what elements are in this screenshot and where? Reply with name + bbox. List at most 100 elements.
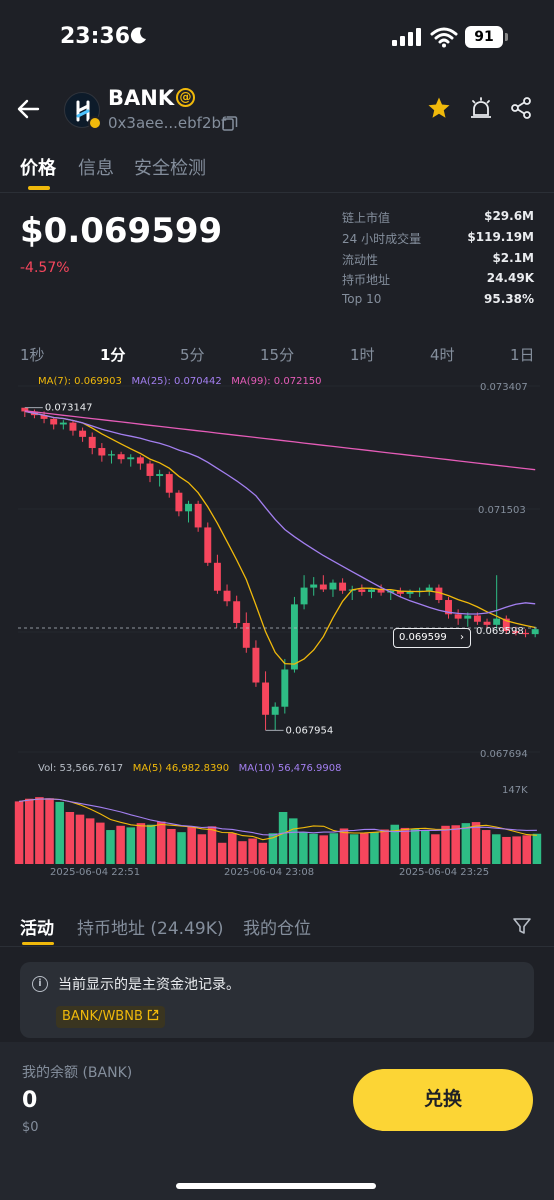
candle-body <box>531 629 539 635</box>
alert-icon[interactable] <box>469 96 493 120</box>
volume-bar <box>217 842 227 864</box>
candle-body <box>396 590 404 594</box>
candle-body <box>281 669 289 707</box>
candle-body <box>445 600 452 615</box>
candle-body <box>98 448 106 456</box>
timeframe-1s[interactable]: 1秒 <box>20 346 45 364</box>
volume-bar <box>136 823 146 864</box>
stat-value-holders: 24.49K <box>486 271 534 285</box>
external-link-icon <box>147 1009 159 1021</box>
ma7-line <box>24 410 536 665</box>
candle-body <box>108 454 115 456</box>
stat-label-top10: Top 10 <box>342 292 382 306</box>
back-arrow-icon[interactable] <box>16 96 42 122</box>
volume-bar <box>522 835 532 864</box>
timeframe-5m[interactable]: 5分 <box>180 346 205 364</box>
candle-body <box>50 418 58 425</box>
tab-price[interactable]: 价格 <box>20 158 56 179</box>
candle-body <box>223 590 231 602</box>
tab-underline <box>22 942 54 945</box>
volume-bar <box>481 830 491 864</box>
price-change: -4.57% <box>20 260 70 276</box>
volume-bar <box>370 832 379 864</box>
chart-high-label: 0.073147 <box>45 403 93 414</box>
candle-body <box>290 604 298 670</box>
candle-body <box>127 457 135 460</box>
volume-bar <box>207 826 217 864</box>
candle-body <box>425 587 433 591</box>
tab-activity[interactable]: 活动 <box>20 919 54 939</box>
candle-body <box>473 615 481 622</box>
candle-body <box>522 632 530 635</box>
candle-body <box>454 614 462 619</box>
tab-info[interactable]: 信息 <box>78 158 114 179</box>
volume-bar <box>360 833 369 864</box>
y-axis-label: 0.067694 <box>480 749 528 760</box>
copy-icon[interactable] <box>222 115 238 131</box>
volume-bar <box>319 835 328 864</box>
timeframe-1h[interactable]: 1时 <box>350 346 375 364</box>
ma25-line <box>24 410 536 615</box>
tab-my-position[interactable]: 我的仓位 <box>243 919 311 939</box>
at-icon: @ <box>176 88 195 107</box>
vol-ma10-legend: MA(10) 56,476.9908 <box>238 763 342 774</box>
volume-bar <box>309 833 318 864</box>
candle-body <box>233 601 241 623</box>
stat-value-market-cap: $29.6M <box>484 209 534 223</box>
token-logo <box>64 92 100 128</box>
timeframe-1d[interactable]: 1日 <box>510 346 535 364</box>
volume-bar <box>248 838 257 864</box>
ma99-line <box>24 410 536 471</box>
timeframe-15m[interactable]: 15分 <box>260 346 295 364</box>
candle-body <box>213 562 221 591</box>
tab-underline <box>28 186 50 190</box>
token-address: 0x3aee...ebf2bf <box>108 114 227 132</box>
candle-body <box>377 589 385 593</box>
stat-value-volume: $119.19M <box>467 230 534 244</box>
stat-value-top10: 95.38% <box>484 292 534 306</box>
stat-label-market-cap: 链上市值 <box>342 211 391 225</box>
timeframe-1m[interactable]: 1分 <box>100 346 126 364</box>
candle-body <box>358 589 366 592</box>
volume-bar <box>65 812 75 864</box>
volume-bar <box>96 822 105 864</box>
candle-body <box>329 582 337 590</box>
volume-bar <box>85 818 95 864</box>
ma7-legend: MA(7): 0.069903 <box>38 376 122 387</box>
divider <box>0 946 554 947</box>
volume-bar <box>349 834 359 864</box>
candle-body <box>368 589 375 592</box>
pool-link[interactable]: BANK/WBNB <box>56 1006 165 1028</box>
tab-holders[interactable]: 持币地址 (24.49K) <box>77 919 224 939</box>
volume-bar <box>339 828 349 864</box>
share-icon[interactable] <box>509 96 533 120</box>
candle-body <box>204 527 212 563</box>
volume-bars <box>14 797 542 864</box>
tab-security[interactable]: 安全检测 <box>134 158 206 179</box>
volume-bar <box>197 834 207 864</box>
timeframe-4h[interactable]: 4时 <box>430 346 455 364</box>
divider <box>0 192 554 193</box>
x-axis-label: 2025-06-04 22:51 <box>50 867 140 878</box>
balance-value: 0 <box>22 1088 38 1113</box>
candle-body <box>79 430 87 437</box>
volume-bar <box>400 827 410 864</box>
volume-axis-label: 147K <box>502 785 528 796</box>
volume-bar <box>532 833 542 864</box>
current-price-tag[interactable]: 0.069599 › <box>393 628 471 648</box>
volume-bar <box>410 828 420 864</box>
candle-body <box>117 454 125 460</box>
current-price-tag-value: 0.069599 <box>399 632 447 643</box>
chevron-right-icon: › <box>460 632 464 643</box>
filter-icon[interactable] <box>512 916 532 936</box>
swap-button[interactable]: 兑换 <box>353 1069 533 1131</box>
candle-body <box>175 492 183 512</box>
candle-body <box>185 503 192 512</box>
volume-bar <box>126 827 136 864</box>
candle-body <box>483 621 491 625</box>
volume-bar <box>106 830 115 864</box>
star-icon[interactable] <box>427 96 451 120</box>
candle-body <box>165 474 173 493</box>
volume-bar <box>35 797 44 864</box>
price-chart[interactable]: 0.073147 0.067954 0.073407 0.071503 0.06… <box>0 368 554 880</box>
